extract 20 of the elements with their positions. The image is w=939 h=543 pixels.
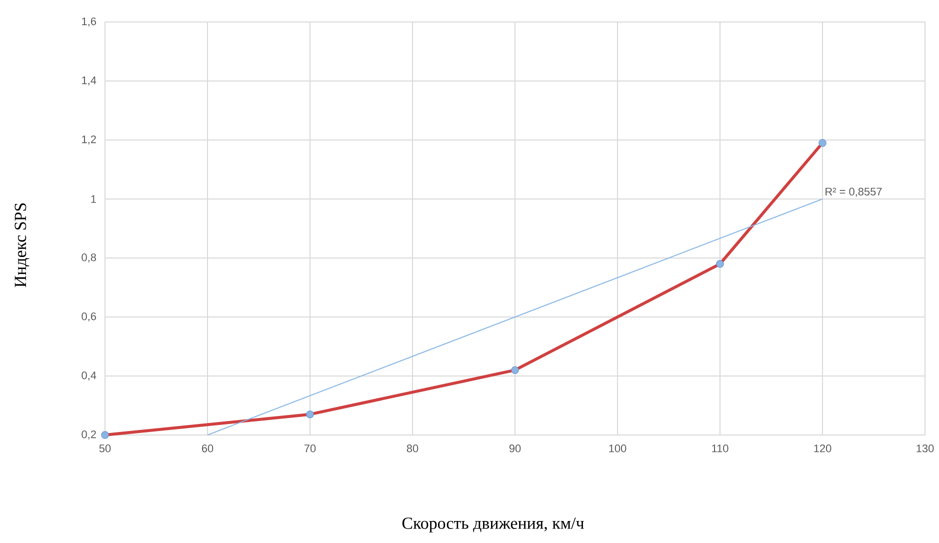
annotation: R² = 0,8557: [826, 188, 882, 197]
x-tick-label: 60: [202, 444, 214, 452]
y-tick-label: 1: [91, 195, 96, 203]
x-tick-label: 50: [99, 444, 111, 452]
y-tick-label: 0,2: [82, 430, 96, 440]
x-tick-label: 90: [509, 444, 521, 452]
x-axis-title: Скорость движения, км/ч: [402, 518, 584, 532]
y-tick-label: 0,4: [82, 371, 96, 381]
x-tick-label: 100: [609, 444, 626, 452]
x-tick-label: 110: [712, 444, 728, 452]
x-tick-label: 70: [304, 444, 316, 452]
y-tick-label: 1,6: [82, 17, 96, 27]
x-tick-label: 120: [814, 444, 832, 452]
x-tick-label: 130: [916, 444, 934, 452]
y-axis-title: Индекс SPS: [14, 203, 30, 288]
y-tick-label: 1,2: [82, 135, 96, 145]
x-tick-label: 80: [406, 444, 418, 452]
y-tick-label: 0,6: [82, 312, 96, 322]
y-tick-label: 0,8: [82, 253, 96, 263]
y-tick-label: 1,4: [82, 76, 96, 86]
